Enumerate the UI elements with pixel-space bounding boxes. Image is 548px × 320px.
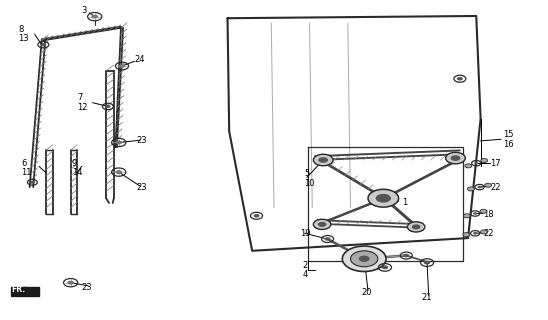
Text: FR.: FR.: [12, 284, 26, 293]
Text: 9
14: 9 14: [72, 159, 82, 177]
Circle shape: [359, 256, 370, 262]
Text: 8
13: 8 13: [18, 25, 29, 44]
Circle shape: [464, 214, 470, 218]
Circle shape: [485, 183, 492, 187]
Circle shape: [424, 261, 430, 265]
Text: 15
16: 15 16: [504, 130, 514, 149]
Circle shape: [474, 162, 478, 164]
Circle shape: [115, 140, 122, 144]
Circle shape: [318, 157, 328, 163]
Circle shape: [41, 43, 46, 46]
Text: 6
11: 6 11: [21, 159, 32, 177]
Text: 7
12: 7 12: [77, 93, 88, 112]
Circle shape: [465, 164, 472, 168]
Circle shape: [115, 170, 122, 174]
Circle shape: [457, 77, 463, 81]
Text: 22: 22: [483, 229, 494, 238]
Text: 18: 18: [483, 210, 494, 219]
Text: 23: 23: [136, 183, 147, 192]
Text: 24: 24: [135, 55, 145, 64]
Circle shape: [403, 254, 409, 257]
Circle shape: [30, 181, 35, 184]
Text: 23: 23: [136, 136, 147, 145]
Bar: [10, 287, 39, 296]
Circle shape: [382, 266, 388, 269]
Circle shape: [481, 158, 488, 163]
Text: 17: 17: [490, 159, 500, 168]
Text: 1: 1: [402, 197, 408, 206]
Circle shape: [467, 187, 475, 191]
Circle shape: [313, 154, 333, 166]
Text: 22: 22: [490, 183, 500, 192]
Circle shape: [473, 232, 477, 235]
Circle shape: [351, 251, 378, 267]
Circle shape: [368, 189, 398, 207]
Circle shape: [481, 230, 488, 234]
Circle shape: [105, 105, 111, 108]
Text: 5
10: 5 10: [304, 169, 315, 188]
Circle shape: [450, 155, 460, 161]
Circle shape: [67, 281, 74, 285]
Text: 20: 20: [362, 288, 372, 297]
Circle shape: [412, 224, 420, 229]
Text: 21: 21: [421, 292, 432, 301]
Circle shape: [480, 209, 487, 213]
Circle shape: [407, 222, 425, 232]
Text: 23: 23: [82, 283, 92, 292]
Text: 19: 19: [300, 229, 311, 238]
Circle shape: [463, 233, 470, 237]
Circle shape: [92, 15, 98, 19]
Circle shape: [119, 64, 125, 68]
Text: 2
4: 2 4: [302, 260, 307, 279]
Circle shape: [376, 194, 391, 203]
Circle shape: [254, 214, 260, 218]
Circle shape: [313, 219, 331, 229]
Circle shape: [473, 212, 477, 215]
Circle shape: [318, 222, 327, 227]
Circle shape: [324, 237, 330, 241]
Text: 3: 3: [82, 6, 87, 15]
Circle shape: [446, 152, 465, 164]
Circle shape: [477, 186, 482, 188]
Circle shape: [342, 246, 386, 271]
